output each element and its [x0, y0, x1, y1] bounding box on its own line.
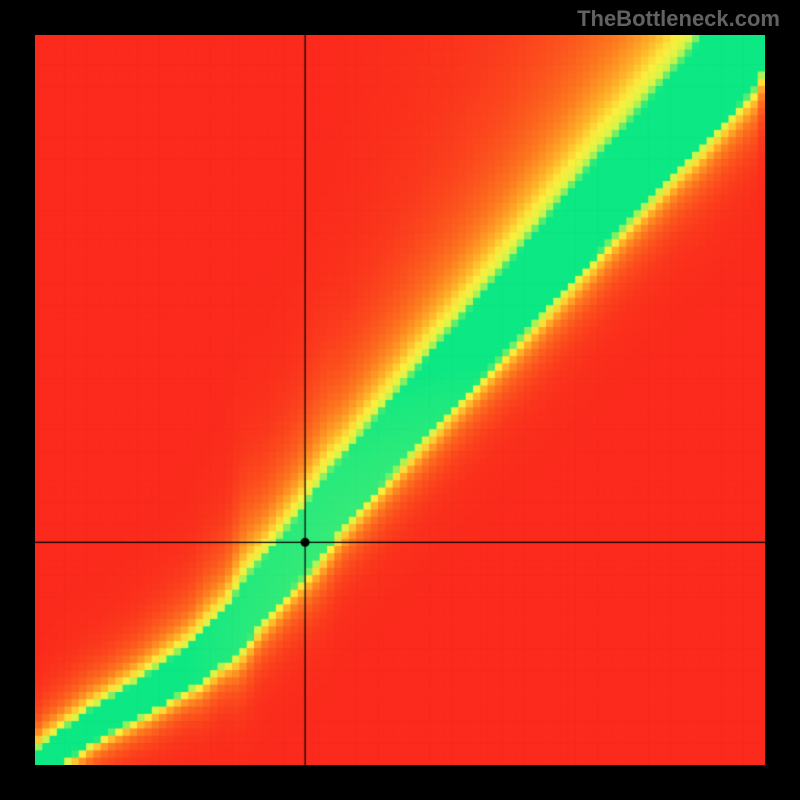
bottleneck-heatmap [35, 35, 765, 765]
watermark-text: TheBottleneck.com [577, 6, 780, 32]
chart-container: TheBottleneck.com [0, 0, 800, 800]
